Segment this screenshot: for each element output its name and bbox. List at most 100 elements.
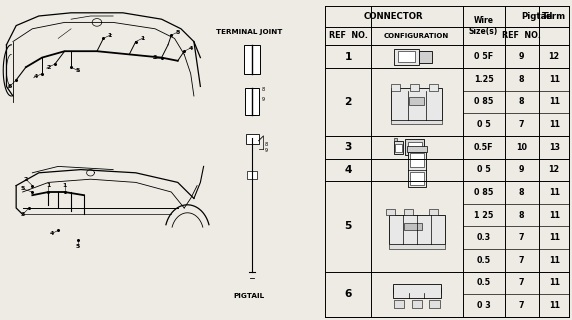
Text: 5: 5 <box>76 68 80 73</box>
Text: 4: 4 <box>189 45 193 51</box>
Text: 6: 6 <box>344 289 352 299</box>
Text: 8: 8 <box>265 141 268 147</box>
Text: 11: 11 <box>549 233 559 242</box>
Bar <box>410 154 424 167</box>
Text: 8: 8 <box>519 98 525 107</box>
Text: 1: 1 <box>108 33 112 38</box>
Text: 5: 5 <box>21 186 25 191</box>
Text: 8: 8 <box>519 75 525 84</box>
Text: 0 5: 0 5 <box>476 165 490 174</box>
Text: 0 5F: 0 5F <box>474 52 493 61</box>
Text: Pigtail: Pigtail <box>521 12 553 21</box>
Text: 8: 8 <box>262 87 265 92</box>
Bar <box>245 88 259 115</box>
Bar <box>409 97 424 105</box>
Text: 11: 11 <box>549 75 559 84</box>
Text: 7: 7 <box>519 120 525 129</box>
Bar <box>404 209 413 215</box>
Bar <box>430 209 438 215</box>
Bar <box>404 223 422 230</box>
Text: 0 85: 0 85 <box>474 98 493 107</box>
Text: 0.3: 0.3 <box>476 233 491 242</box>
Text: 11: 11 <box>549 98 559 107</box>
Text: 2: 2 <box>344 97 352 107</box>
Bar <box>391 84 400 91</box>
Text: 8: 8 <box>519 211 525 220</box>
Bar <box>394 300 404 308</box>
Bar <box>389 244 445 249</box>
Text: 1: 1 <box>62 183 67 188</box>
Bar <box>398 52 415 62</box>
Bar <box>406 139 424 155</box>
Bar <box>386 209 395 215</box>
Text: 11: 11 <box>549 256 559 265</box>
Text: 11: 11 <box>549 301 559 310</box>
Text: 1 25: 1 25 <box>474 211 493 220</box>
Bar <box>430 300 440 308</box>
Bar <box>407 147 427 152</box>
Bar <box>419 51 432 63</box>
Text: 2: 2 <box>23 177 28 182</box>
Bar <box>392 284 441 298</box>
Text: 1: 1 <box>46 183 51 188</box>
Text: 5: 5 <box>76 244 80 249</box>
Bar <box>394 141 403 154</box>
Bar <box>395 144 402 152</box>
Bar <box>247 171 257 179</box>
Text: CONFIGURATION: CONFIGURATION <box>384 33 450 39</box>
Text: 4: 4 <box>50 231 54 236</box>
Text: CONNECTOR: CONNECTOR <box>364 12 424 21</box>
Text: 13: 13 <box>549 143 559 152</box>
Text: 3: 3 <box>21 212 25 217</box>
Bar <box>410 172 424 185</box>
Text: 2: 2 <box>46 65 51 70</box>
Text: 0.5F: 0.5F <box>474 143 493 152</box>
Text: 6: 6 <box>7 84 12 89</box>
Text: 10: 10 <box>516 143 527 152</box>
Text: 7: 7 <box>519 233 525 242</box>
Text: 3: 3 <box>153 55 157 60</box>
Text: 11: 11 <box>549 120 559 129</box>
Text: 11: 11 <box>549 188 559 197</box>
Text: 4: 4 <box>33 74 38 79</box>
Text: 9: 9 <box>519 52 525 61</box>
Text: 4: 4 <box>344 165 352 175</box>
Text: 8: 8 <box>519 188 525 197</box>
Text: 1: 1 <box>344 52 352 62</box>
Text: 0 3: 0 3 <box>476 301 490 310</box>
Bar <box>392 288 441 292</box>
Text: 5: 5 <box>176 29 180 35</box>
Bar <box>244 45 260 74</box>
Text: 9: 9 <box>519 165 525 174</box>
Text: TERMINAL JOINT: TERMINAL JOINT <box>216 29 282 35</box>
Bar <box>389 215 445 244</box>
Text: 0 85: 0 85 <box>474 188 493 197</box>
Bar <box>394 49 419 65</box>
Text: 0.5: 0.5 <box>476 256 491 265</box>
Text: 11: 11 <box>549 211 559 220</box>
Text: 12: 12 <box>549 52 560 61</box>
Text: 11: 11 <box>549 278 559 287</box>
Text: 9: 9 <box>262 97 265 102</box>
Text: PIGTAIL: PIGTAIL <box>233 293 264 299</box>
Text: 0.5: 0.5 <box>476 278 491 287</box>
Text: Wire
Size(s): Wire Size(s) <box>469 16 498 36</box>
Bar <box>391 88 442 120</box>
Text: 1: 1 <box>140 36 144 41</box>
Text: REF  NO.: REF NO. <box>328 31 367 41</box>
Bar <box>412 300 422 308</box>
Bar <box>394 138 397 141</box>
Bar <box>430 84 438 91</box>
Bar <box>408 142 422 153</box>
Text: 9: 9 <box>265 148 268 153</box>
Text: 12: 12 <box>549 165 560 174</box>
Bar <box>391 120 442 124</box>
Text: Term: Term <box>542 12 566 21</box>
Text: 0 5: 0 5 <box>476 120 490 129</box>
Text: 7: 7 <box>519 278 525 287</box>
Text: 3: 3 <box>344 142 352 152</box>
Text: REF  NO.: REF NO. <box>502 31 541 41</box>
Bar <box>245 134 259 144</box>
Bar <box>410 84 419 91</box>
Bar <box>408 152 426 188</box>
